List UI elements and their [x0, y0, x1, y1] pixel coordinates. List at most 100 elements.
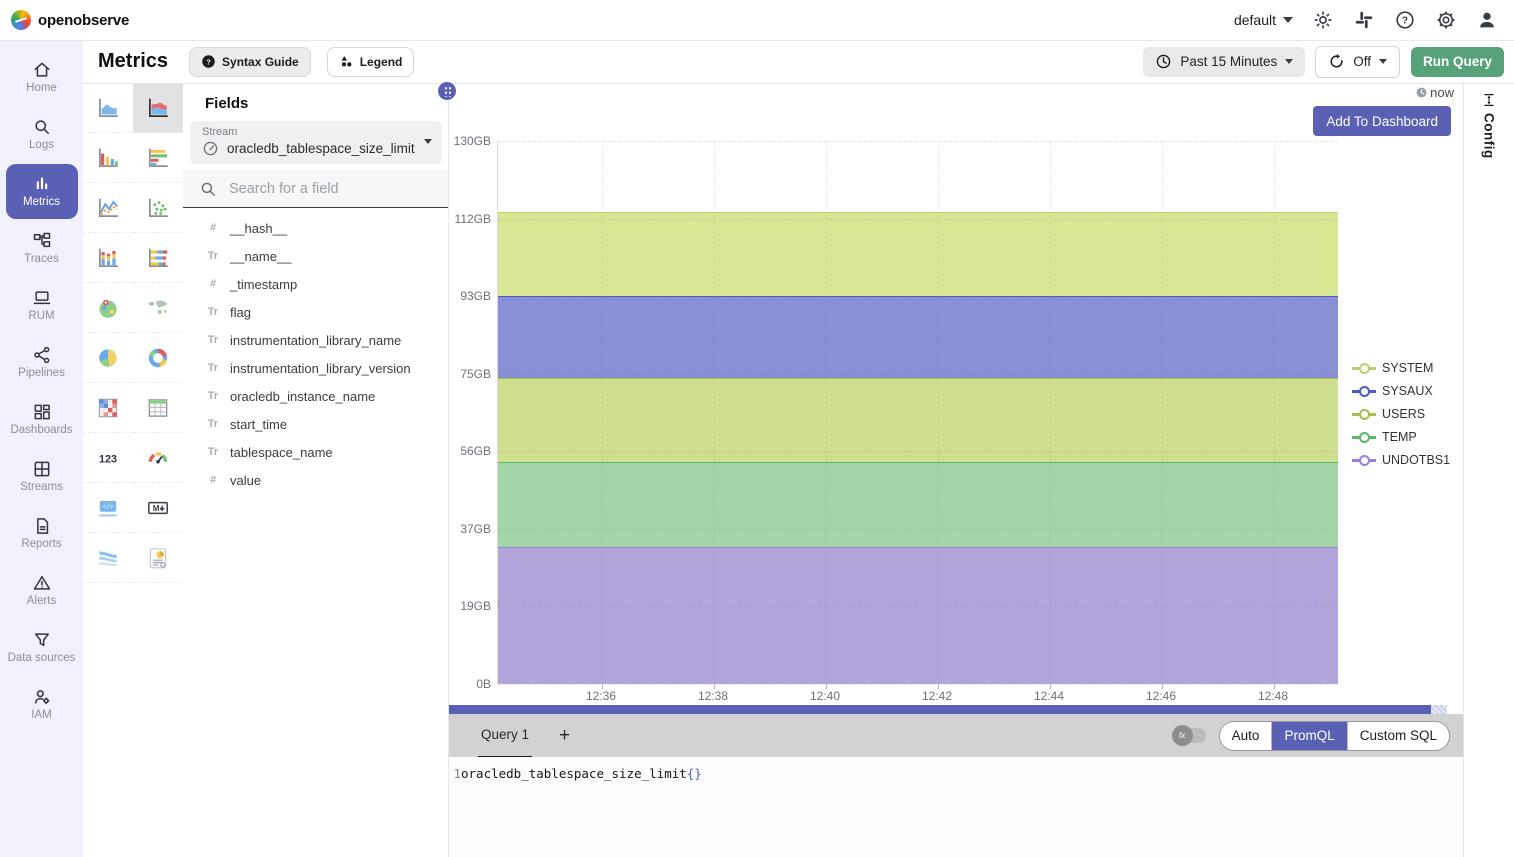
- chart-type-bar-chart[interactable]: [83, 133, 134, 183]
- legend-item-UNDOTBS1[interactable]: UNDOTBS1: [1352, 453, 1450, 467]
- sidebar-item-iam[interactable]: IAM: [6, 677, 78, 732]
- syntax-guide-label: Syntax Guide: [222, 55, 299, 69]
- query-tab-1[interactable]: Query 1: [478, 713, 532, 758]
- stream-value: oracledb_tablespace_size_limit: [227, 141, 415, 156]
- field-search-input[interactable]: [227, 180, 431, 198]
- sidebar-item-rum[interactable]: RUM: [6, 278, 78, 333]
- chart-type-h-bar-chart[interactable]: [133, 133, 184, 183]
- field-item-start_time[interactable]: Trstart_time: [183, 410, 448, 438]
- chart-type-heatmap-chart[interactable]: [83, 383, 134, 433]
- auto-refresh-dropdown[interactable]: Off: [1315, 46, 1400, 78]
- legend-button[interactable]: Legend: [327, 47, 415, 77]
- x-tick-label: 12:46: [1146, 689, 1176, 703]
- help-icon[interactable]: ?: [1394, 9, 1416, 31]
- sidebar-item-home[interactable]: Home: [6, 50, 78, 105]
- chart-type-metric-text[interactable]: 123: [83, 433, 134, 483]
- chart-type-custom-chart[interactable]: [133, 533, 184, 583]
- field-item-tablespace_name[interactable]: Trtablespace_name: [183, 438, 448, 466]
- slack-icon[interactable]: [1353, 9, 1375, 31]
- chart-type-html-editor[interactable]: </>: [83, 483, 134, 533]
- x-tick-label: 12:36: [586, 689, 616, 703]
- field-item-instrumentation_library_name[interactable]: Trinstrumentation_library_name: [183, 326, 448, 354]
- chart-type-stacked-area-chart[interactable]: [133, 83, 184, 133]
- sidebar-item-pipelines[interactable]: Pipelines: [6, 335, 78, 390]
- add-to-dashboard-button[interactable]: Add To Dashboard: [1313, 106, 1451, 136]
- chart-type-pie-chart[interactable]: [83, 333, 134, 383]
- chart-type-sankey-chart[interactable]: [83, 533, 134, 583]
- gridline-v: [602, 141, 603, 684]
- legend-label: Legend: [360, 55, 403, 69]
- panel-resize-handle[interactable]: [438, 82, 456, 100]
- time-range-dropdown[interactable]: Past 15 Minutes: [1143, 47, 1305, 77]
- settings-gear-icon[interactable]: [1435, 9, 1457, 31]
- sidebar-item-reports[interactable]: Reports: [6, 506, 78, 561]
- gridline-h: [498, 606, 1338, 607]
- field-item-instrumentation_library_version[interactable]: Trinstrumentation_library_version: [183, 354, 448, 382]
- run-query-button[interactable]: Run Query: [1411, 47, 1504, 77]
- fx-icon: fx: [1172, 725, 1193, 746]
- chart-type-gauge-chart[interactable]: [133, 433, 184, 483]
- org-select-dropdown[interactable]: default: [1234, 12, 1293, 28]
- markdown-editor-icon: M: [145, 495, 171, 521]
- iam-icon: [32, 687, 52, 707]
- vrl-function-toggle[interactable]: fx: [1174, 728, 1206, 743]
- legend-item-TEMP[interactable]: TEMP: [1352, 430, 1450, 444]
- field-name: instrumentation_library_name: [230, 333, 401, 348]
- area-band-TEMP: [498, 462, 1338, 547]
- syntax-guide-button[interactable]: ? Syntax Guide: [189, 47, 311, 77]
- brand[interactable]: openobserve: [0, 10, 129, 30]
- mode-auto-button[interactable]: Auto: [1220, 722, 1272, 750]
- chart-query-splitter[interactable]: [449, 705, 1447, 714]
- legend-item-SYSAUX[interactable]: SYSAUX: [1352, 384, 1450, 398]
- legend-item-USERS[interactable]: USERS: [1352, 407, 1450, 421]
- sidebar-item-label: Traces: [24, 253, 59, 266]
- splitter-grip[interactable]: [1431, 705, 1447, 714]
- sidebar-item-label: RUM: [28, 310, 54, 323]
- sidebar-item-alerts[interactable]: Alerts: [6, 563, 78, 618]
- sidebar-item-streams[interactable]: Streams: [6, 449, 78, 504]
- metrics-icon: [32, 174, 52, 194]
- config-sidebar: Config: [1463, 83, 1514, 857]
- gauge-icon: [202, 140, 219, 157]
- stacked-area-chart[interactable]: [497, 141, 1338, 684]
- chart-type-h-stacked-bar-chart[interactable]: [133, 233, 184, 283]
- sidebar-item-metrics[interactable]: Metrics: [6, 164, 78, 219]
- clock-icon: [1155, 53, 1172, 70]
- theme-brightness-icon[interactable]: [1312, 9, 1334, 31]
- mode-custom-sql-button[interactable]: Custom SQL: [1347, 722, 1449, 750]
- drag-dots-icon: [444, 86, 451, 97]
- sidebar-item-dashboards[interactable]: Dashboards: [6, 392, 78, 447]
- page-title: Metrics: [98, 50, 168, 73]
- field-item-oracledb_instance_name[interactable]: Troracledb_instance_name: [183, 382, 448, 410]
- config-tab-label: Config: [1482, 113, 1497, 159]
- field-item-value[interactable]: #value: [183, 466, 448, 494]
- chart-type-world-map[interactable]: [133, 283, 184, 333]
- chart-type-table-view[interactable]: [133, 383, 184, 433]
- fields-title: Fields: [183, 83, 448, 121]
- sidebar-item-traces[interactable]: Traces: [6, 221, 78, 276]
- field-item-__hash__[interactable]: #__hash__: [183, 214, 448, 242]
- chart-type-markdown-editor[interactable]: M: [133, 483, 184, 533]
- chart-type-geo-map[interactable]: [83, 283, 134, 333]
- now-indicator: now: [1415, 85, 1454, 100]
- legend-item-SYSTEM[interactable]: SYSTEM: [1352, 361, 1450, 375]
- chart-type-donut-chart[interactable]: [133, 333, 184, 383]
- add-query-button[interactable]: +: [559, 726, 570, 745]
- field-item-flag[interactable]: Trflag: [183, 298, 448, 326]
- mode-promql-button[interactable]: PromQL: [1271, 722, 1346, 750]
- config-tab[interactable]: Config: [1481, 92, 1497, 159]
- chart-type-line-chart[interactable]: [83, 183, 134, 233]
- chart-type-area-chart[interactable]: [83, 83, 134, 133]
- chart-type-scatter-chart[interactable]: [133, 183, 184, 233]
- query-editor[interactable]: 1 oracledb_tablespace_size_limit {}: [449, 757, 1463, 857]
- field-item-_timestamp[interactable]: #_timestamp: [183, 270, 448, 298]
- field-name: flag: [230, 305, 251, 320]
- field-item-__name__[interactable]: Tr__name__: [183, 242, 448, 270]
- stream-select-dropdown[interactable]: Stream oracledb_tablespace_size_limit: [190, 121, 442, 164]
- account-person-icon[interactable]: [1476, 9, 1498, 31]
- sidebar-item-logs[interactable]: Logs: [6, 107, 78, 162]
- sidebar-item-data-sources[interactable]: Data sources: [6, 620, 78, 675]
- gridline-h: [498, 529, 1338, 530]
- table-view-icon: [145, 395, 171, 421]
- chart-type-stacked-bar-chart[interactable]: [83, 233, 134, 283]
